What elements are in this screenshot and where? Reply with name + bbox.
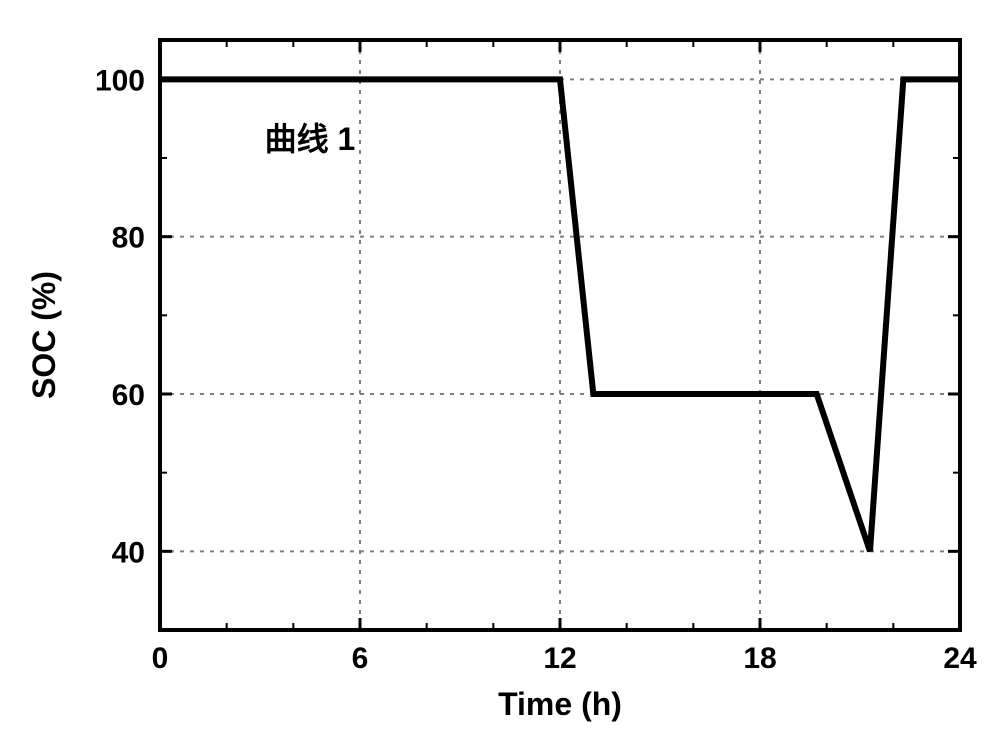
x-tick-label: 24 (943, 642, 977, 675)
chart-svg: 0 6 12 18 24 40 60 80 100 Time (h) SOC (%) 曲线 1 (0, 0, 1000, 731)
x-axis-label: Time (h) (498, 686, 622, 722)
x-tick-label: 0 (152, 642, 169, 675)
y-tick-label: 100 (95, 64, 145, 97)
x-tick-label: 12 (543, 642, 576, 675)
y-axis-label: SOC (%) (26, 271, 62, 399)
y-tick-label: 80 (112, 222, 145, 255)
y-tick-label: 60 (112, 379, 145, 412)
x-tick-label: 18 (743, 642, 776, 675)
y-tick-label: 40 (112, 536, 145, 569)
soc-chart: 0 6 12 18 24 40 60 80 100 Time (h) SOC (%) 曲线 1 (0, 0, 1000, 731)
series-label: 曲线 1 (265, 121, 356, 157)
x-tick-label: 6 (352, 642, 369, 675)
